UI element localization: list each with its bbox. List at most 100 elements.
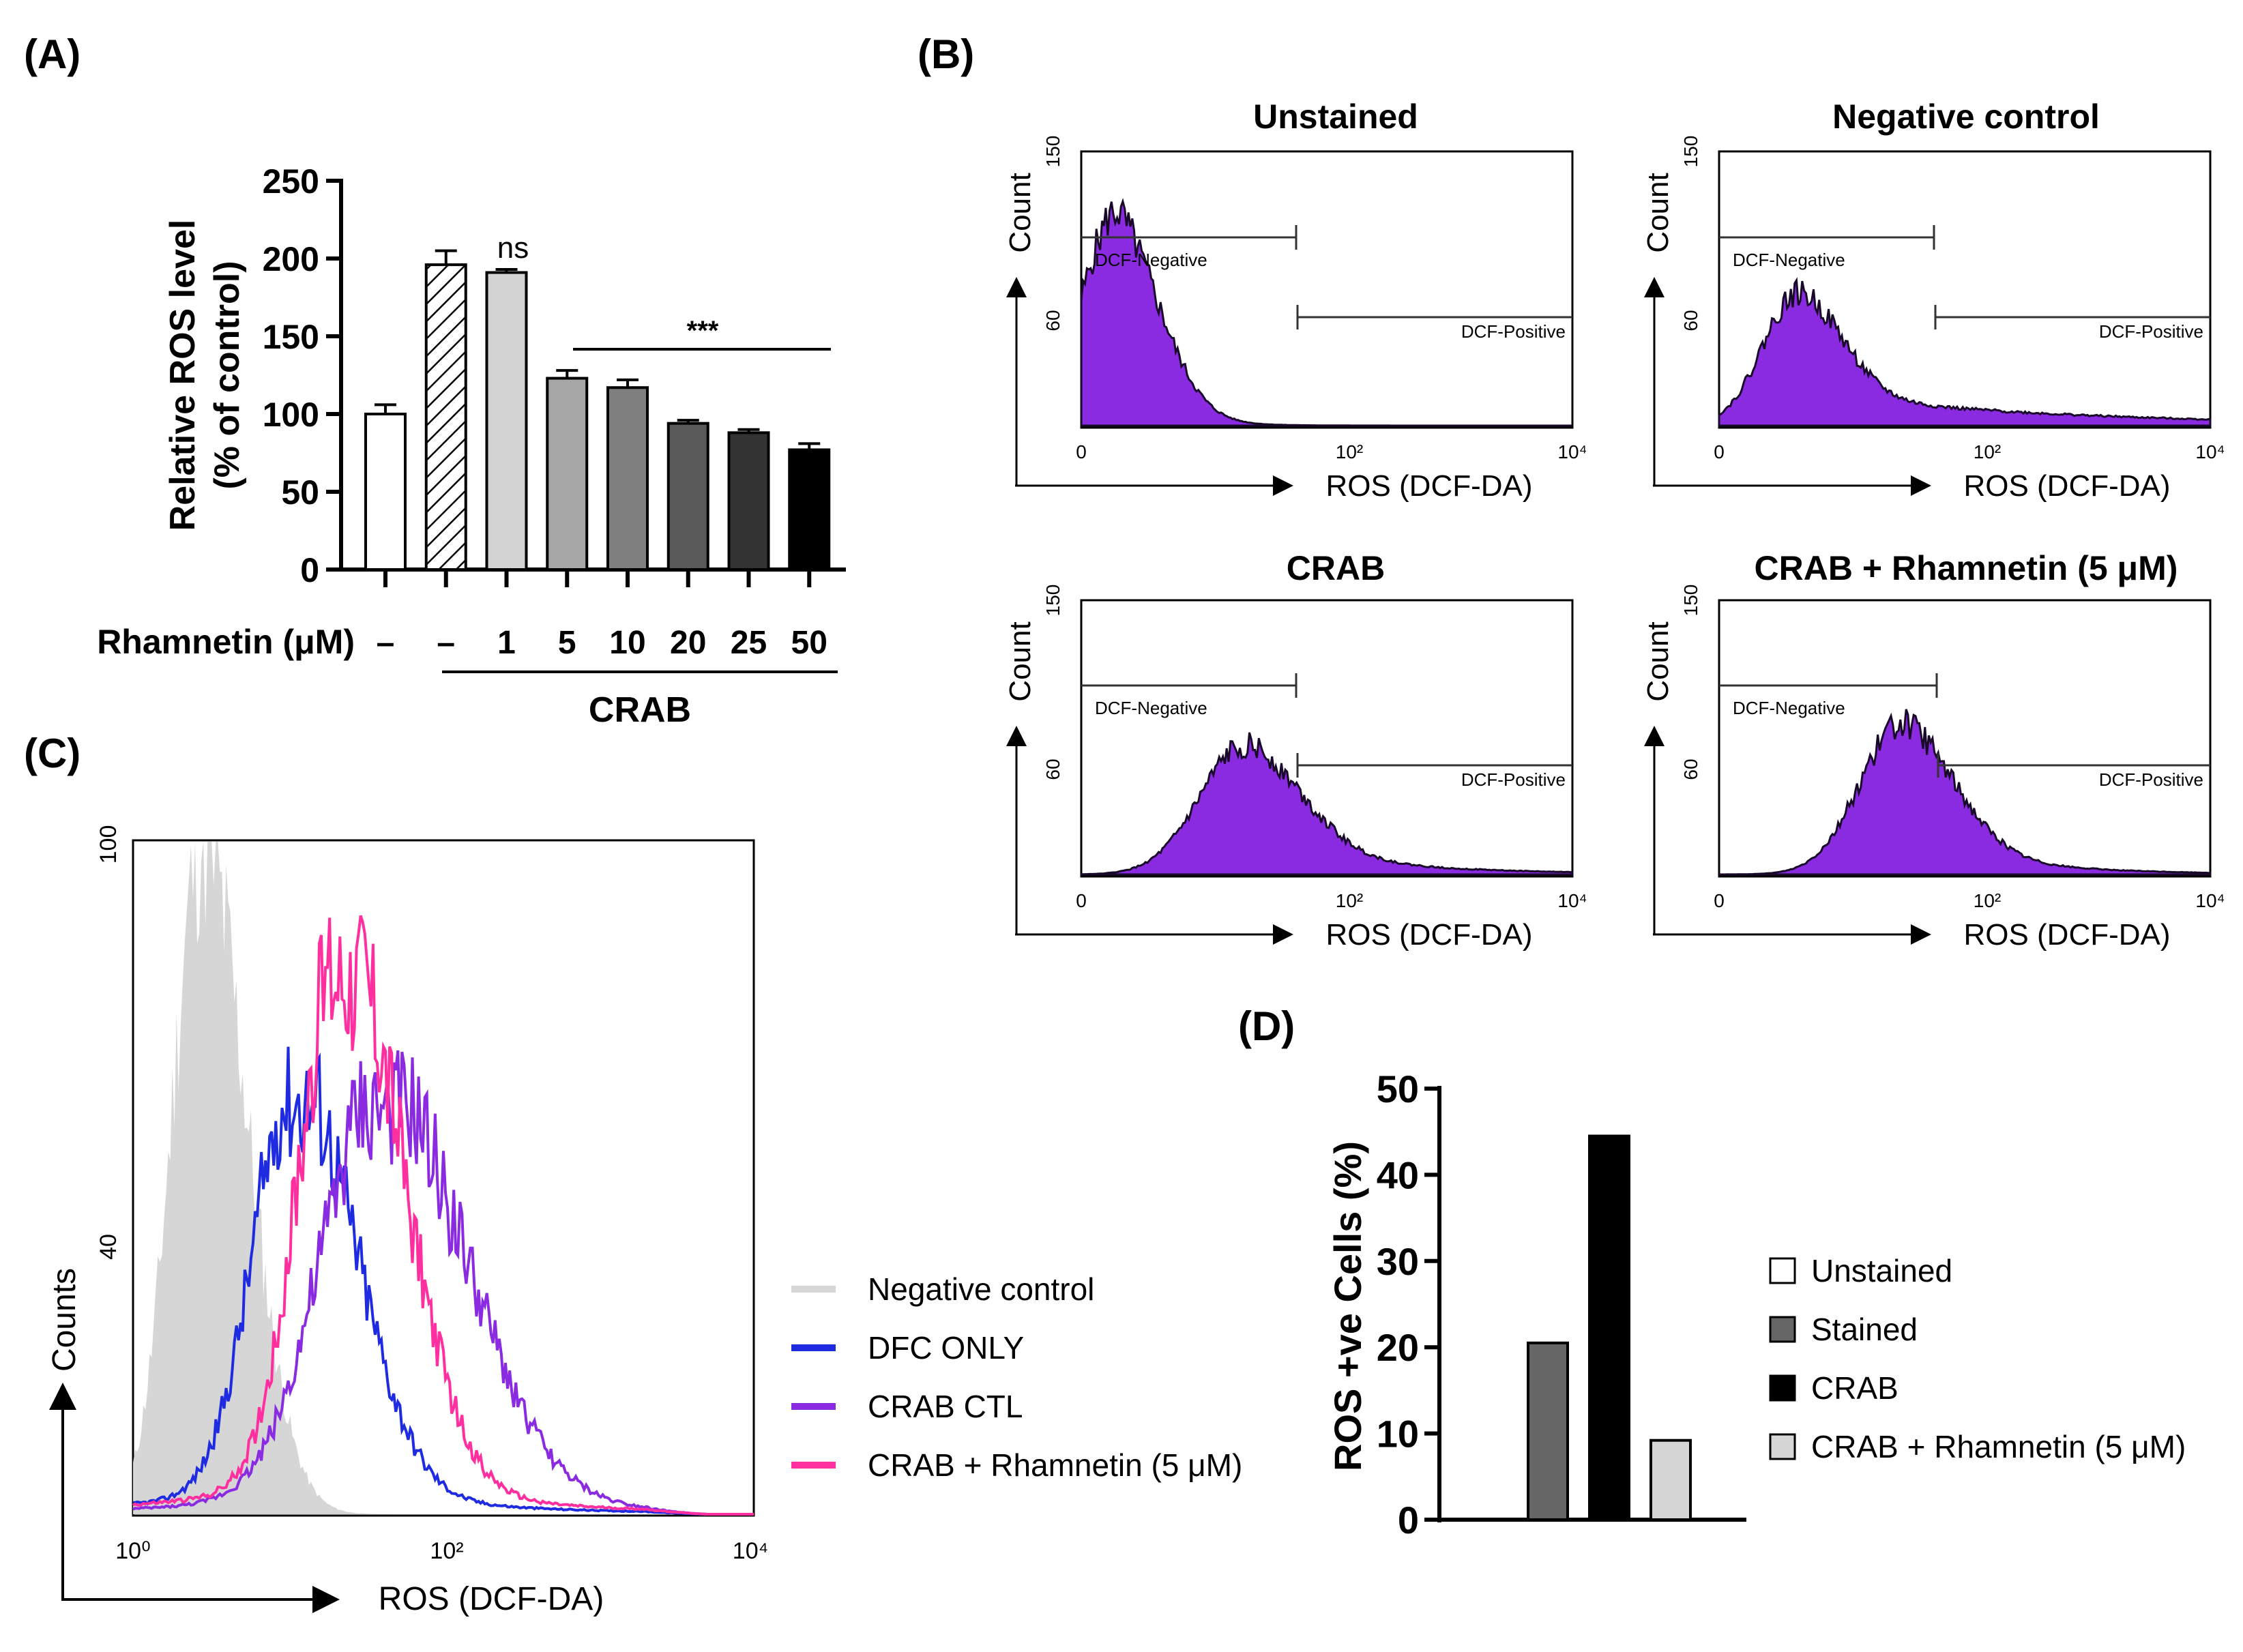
d-ytick-label: 40 (1377, 1153, 1419, 1196)
c-xtick-102: 10² (430, 1538, 463, 1564)
a-category-label: 5 (558, 625, 576, 661)
b-subplot-crab-rhamnetin: CRAB + Rhamnetin (5 μM) DCF-Negative DCF… (1641, 549, 2225, 952)
b-gate-negative-crab: DCF-Negative (1095, 698, 1207, 718)
b-xtick-0-crab: 0 (1076, 890, 1087, 911)
b-ylabel-negative-control: Count (1641, 173, 1675, 252)
b-subplot-crab: CRAB DCF-Negative DCF-Positive Count 150… (1003, 549, 1587, 952)
b-frame-crab-rhamnetin (1718, 599, 2212, 878)
panel-label-d: (D) (1238, 1003, 1295, 1049)
c-legend-label: CRAB + Rhamnetin (5 μM) (868, 1447, 1242, 1483)
a-category-label: 1 (497, 625, 516, 661)
b-xtick-102-negative-control: 10² (1974, 441, 2001, 462)
b-gate-positive-crab: DCF-Positive (1461, 769, 1566, 790)
b-xtick-0-negative-control: 0 (1714, 441, 1725, 462)
a-category-label: – (377, 625, 395, 661)
a-category-label: 25 (731, 625, 767, 661)
b-histogram-unstained (1080, 198, 1572, 427)
c-xtick-100: 10⁰ (115, 1538, 150, 1564)
b-title-negative-control: Negative control (1832, 98, 2100, 136)
b-ytick-60-crab-rhamnetin: 60 (1680, 758, 1701, 780)
a-ytick-label: 0 (300, 551, 319, 589)
c-legend-label: Negative control (868, 1271, 1094, 1307)
b-title-crab-rhamnetin: CRAB + Rhamnetin (5 μM) (1755, 549, 2178, 587)
b-histogram-negative-control (1718, 277, 2212, 427)
d-ytick-label: 50 (1377, 1067, 1419, 1110)
b-xlabel-negative-control: ROS (DCF-DA) (1963, 469, 2170, 503)
c-series-line (133, 1046, 754, 1516)
b-title-crab: CRAB (1287, 549, 1385, 587)
b-xlabel-unstained: ROS (DCF-DA) (1325, 469, 1532, 503)
b-xlabel-crab-rhamnetin: ROS (DCF-DA) (1963, 918, 2170, 952)
b-gate-positive-negative-control: DCF-Positive (2099, 321, 2203, 342)
b-ytick-60-unstained: 60 (1042, 310, 1064, 331)
b-ytick-150-crab: 150 (1042, 585, 1064, 617)
c-ylabel: Counts (46, 1268, 83, 1372)
b-gate-negative-negative-control: DCF-Negative (1733, 250, 1845, 270)
a-x-axis-label: Rhamnetin (μM) (97, 623, 355, 661)
panel-label-c: (C) (24, 731, 80, 776)
a-bar (546, 377, 589, 571)
d-legend-swatch (1769, 1257, 1796, 1284)
d-legend-swatch (1769, 1433, 1796, 1460)
b-xlabel-crab: ROS (DCF-DA) (1325, 918, 1532, 952)
a-bar (364, 413, 407, 571)
a-ytick-label: 150 (263, 318, 319, 356)
b-ytick-60-crab: 60 (1042, 758, 1064, 780)
b-gate-positive-crab-rhamnetin: DCF-Positive (2099, 769, 2203, 790)
panel-d-bar-chart: 0 10 20 30 40 50 ROS +ve Cells (%) Unstained S… (1326, 1067, 2186, 1542)
panel-b-flow-histograms: Unstained DCF-Negative DCF-Positive Coun… (1003, 98, 2225, 952)
b-gate-negative-unstained: DCF-Negative (1095, 250, 1207, 270)
a-category-label: – (437, 625, 455, 661)
d-ytick-label: 30 (1377, 1240, 1419, 1283)
d-legend-label: Unstained (1811, 1253, 1952, 1288)
b-ytick-150-crab-rhamnetin: 150 (1680, 585, 1701, 617)
a-y-axis-label-line1: Relative ROS level (163, 220, 203, 531)
d-ytick-label: 10 (1377, 1413, 1419, 1456)
c-frame (132, 839, 755, 1517)
d-y-axis-label: ROS +ve Cells (%) (1326, 1141, 1369, 1471)
b-xtick-0-crab-rhamnetin: 0 (1714, 890, 1725, 911)
b-ylabel-crab-rhamnetin: Count (1641, 621, 1675, 701)
a-ns-annotation: ns (497, 231, 529, 265)
b-xtick-102-crab-rhamnetin: 10² (1974, 890, 2001, 911)
b-frame-crab (1080, 599, 1574, 878)
d-legend-label: CRAB + Rhamnetin (5 μM) (1811, 1429, 2186, 1464)
a-ytick-label: 200 (263, 240, 319, 278)
d-bar (1527, 1341, 1569, 1521)
a-ytick-label: 100 (263, 396, 319, 434)
a-bar (424, 263, 467, 571)
c-legend-label: DFC ONLY (868, 1330, 1024, 1366)
b-subplot-negative-control: Negative control DCF-Negative DCF-Positi… (1641, 98, 2225, 503)
c-series-area (133, 842, 754, 1514)
d-legend-swatch (1769, 1316, 1796, 1343)
b-gate-positive-unstained: DCF-Positive (1461, 321, 1566, 342)
a-bar (666, 422, 709, 571)
d-ytick-label: 20 (1377, 1326, 1419, 1369)
b-xtick-102-crab: 10² (1336, 890, 1363, 911)
a-y-axis-label-line2: (% of control) (207, 261, 247, 489)
a-category-label: 10 (609, 625, 645, 661)
a-bar (788, 448, 831, 571)
b-xtick-102-unstained: 10² (1336, 441, 1363, 462)
b-frame-unstained (1080, 150, 1574, 429)
d-legend: Unstained Stained CRAB CRAB + Rhamnetin (5 … (1769, 1253, 2186, 1464)
b-subplot-unstained: Unstained DCF-Negative DCF-Positive Coun… (1003, 98, 1587, 503)
d-legend-label: CRAB (1811, 1370, 1899, 1406)
b-xtick-104-crab: 10⁴ (1557, 890, 1587, 911)
a-ytick-label: 50 (281, 473, 319, 512)
b-xtick-104-negative-control: 10⁴ (2195, 441, 2225, 462)
c-legend-label: CRAB CTL (868, 1389, 1023, 1424)
c-ytick-100: 100 (96, 825, 121, 864)
c-series-line (132, 915, 754, 1516)
b-xtick-104-crab-rhamnetin: 10⁴ (2195, 890, 2225, 911)
a-crab-group-label: CRAB (589, 690, 691, 730)
a-category-label: 20 (670, 625, 706, 661)
b-ytick-150-unstained: 150 (1042, 136, 1064, 168)
b-histogram-crab-rhamnetin (1719, 709, 2212, 876)
a-bar (485, 271, 528, 571)
d-ytick-label: 0 (1398, 1499, 1419, 1542)
a-significance-stars: *** (687, 316, 719, 346)
d-bar (1588, 1134, 1630, 1521)
b-frame-negative-control (1718, 150, 2212, 429)
a-ytick-label: 250 (263, 162, 319, 201)
